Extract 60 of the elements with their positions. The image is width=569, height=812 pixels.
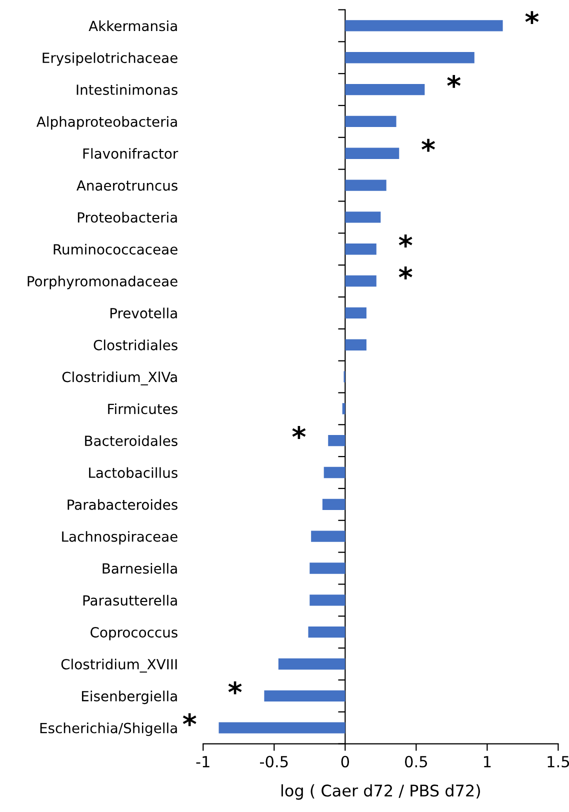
bar <box>310 562 346 574</box>
bar <box>328 435 346 446</box>
y-tick-label: Anaerotruncus <box>76 180 178 191</box>
y-tick-label: Parabacteroides <box>68 499 178 510</box>
bar <box>264 690 346 702</box>
bar <box>322 498 346 510</box>
bar <box>308 626 346 638</box>
annotation: * <box>525 11 539 24</box>
y-tick-label: Lactobacillus <box>89 467 178 478</box>
bar <box>311 530 346 542</box>
x-tick-label: 0 <box>341 756 349 768</box>
y-tick-label: Clostridium_XVIII <box>61 658 177 673</box>
bar <box>278 658 346 670</box>
bar <box>345 212 381 223</box>
bar <box>345 180 386 191</box>
annotation: * <box>228 681 242 694</box>
x-tick-label: 0.5 <box>405 756 427 768</box>
annotation: * <box>398 234 412 248</box>
y-tick-label: Alphaproteobacteria <box>36 116 177 130</box>
y-tick-label: Parasutterella <box>83 594 177 606</box>
y-tick-label: Ruminococcaceae <box>54 244 178 255</box>
annotation: * <box>447 74 461 88</box>
y-tick-label: Lachnospiraceae <box>62 531 178 545</box>
y-tick-label: Porphyromonadaceae <box>28 276 178 290</box>
bar <box>310 594 346 606</box>
y-tick-label: Intestinimonas <box>76 84 178 96</box>
bar <box>342 403 346 414</box>
y-tick-label: Clostridiales <box>94 340 178 350</box>
y-tick-label: Firmicutes <box>108 403 178 414</box>
y-tick-label: Escherichia/Shigella <box>40 722 177 736</box>
x-axis-title: log ( Caer d72 / PBS d72) <box>281 784 480 800</box>
x-tick-label: 1.5 <box>548 756 569 768</box>
x-tick-label: -1 <box>196 756 210 768</box>
bar <box>345 275 376 287</box>
y-tick-label: Akkermansia <box>88 20 177 32</box>
y-tick-label: Clostridium_XlVa <box>62 371 177 386</box>
bar <box>345 52 474 64</box>
annotation: * <box>398 266 412 280</box>
annotation: * <box>292 426 306 439</box>
bar <box>324 466 346 478</box>
y-tick-label: Prevotella <box>110 308 177 318</box>
y-tick-label: Flavonifractor <box>83 148 178 159</box>
bar <box>345 20 503 32</box>
y-tick-label: Eisenbergiella <box>82 690 177 704</box>
bar <box>345 339 366 350</box>
bar <box>345 307 366 319</box>
bar <box>345 244 376 255</box>
annotation: * <box>182 713 196 726</box>
bar <box>218 722 346 734</box>
y-tick-label: Bacteroidales <box>85 435 178 446</box>
bar <box>345 84 425 96</box>
annotation: * <box>422 138 435 152</box>
x-tick-label: 1 <box>484 756 491 768</box>
y-tick-label: Proteobacteria <box>78 212 177 223</box>
y-tick-label: Coprococcus <box>90 627 178 640</box>
bar <box>345 148 400 159</box>
x-tick-label: -0.5 <box>260 756 288 768</box>
bar <box>345 116 396 128</box>
y-tick-label: Erysipelotrichaceae <box>42 52 178 66</box>
y-tick-label: Barnesiella <box>102 562 177 574</box>
